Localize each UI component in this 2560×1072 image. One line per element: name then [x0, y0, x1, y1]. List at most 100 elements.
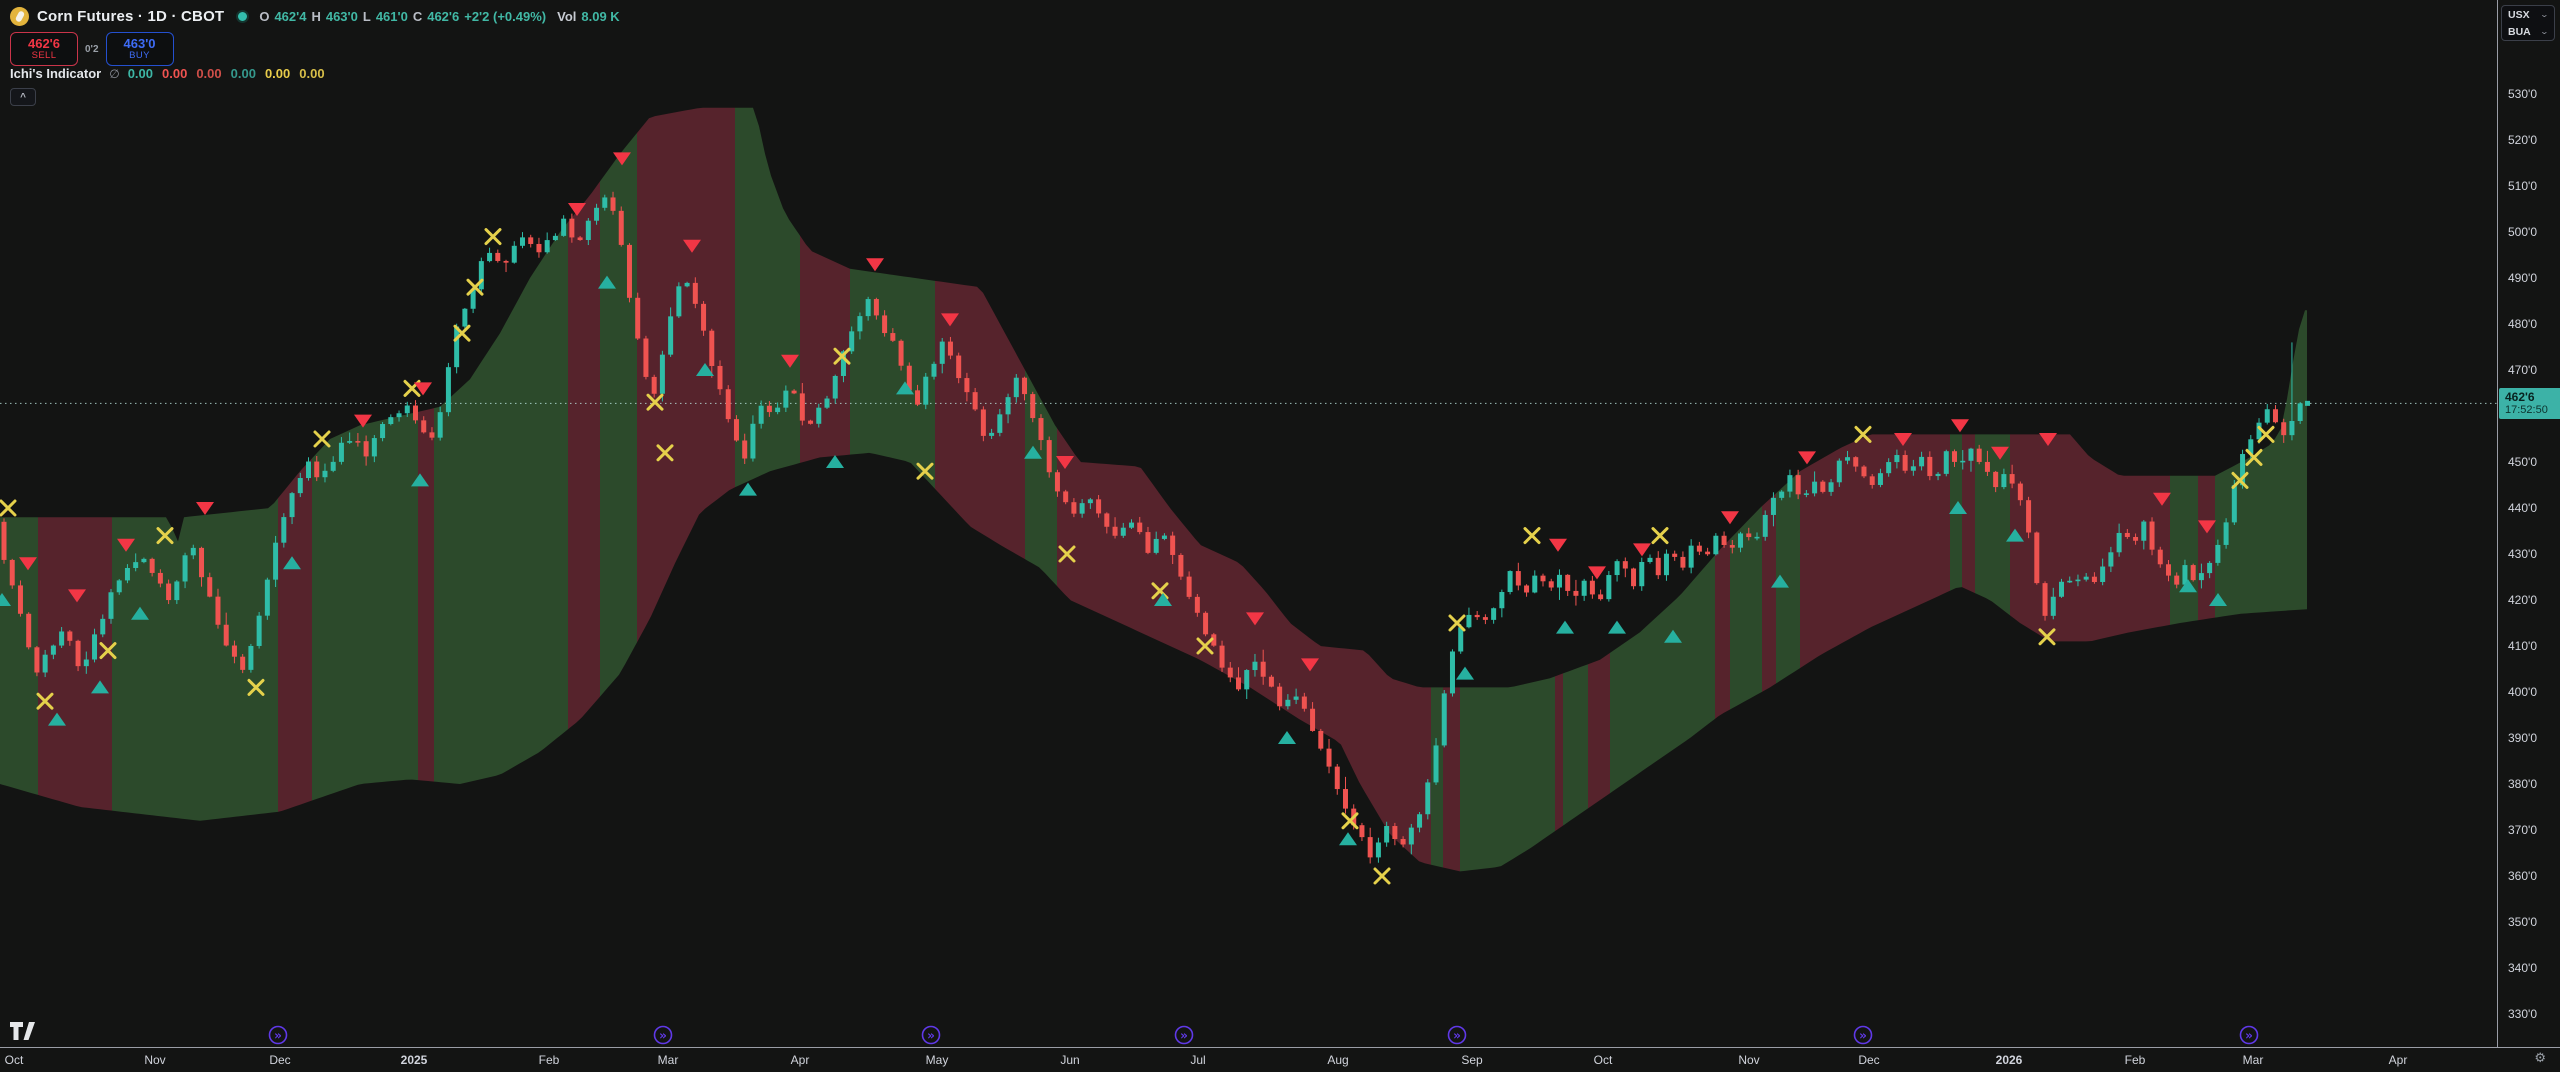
x-cross-marker [646, 393, 664, 411]
month-tick-label: Sep [1461, 1053, 1483, 1067]
buy-triangle-marker [826, 455, 844, 468]
high-label: H [311, 9, 321, 24]
buy-triangle-marker [2209, 593, 2227, 606]
buy-triangle-marker [1154, 593, 1172, 606]
corn-symbol-icon[interactable] [10, 7, 29, 26]
sell-triangle-marker [2198, 520, 2216, 534]
indicator-legend[interactable]: Ichi's Indicator ∅ 0.00 0.00 0.00 0.00 0.00 0… [10, 66, 325, 81]
buy-triangle-marker [91, 680, 109, 694]
month-tick-label: Feb [539, 1053, 560, 1067]
month-tick-label: Nov [1738, 1053, 1759, 1067]
volume-value: 8.09 K [581, 9, 620, 24]
symbol-header: Corn Futures · 1D · CBOT O 462'4 H 463'0 L… [10, 7, 620, 26]
contract-rollover-icon[interactable]: » [1447, 1025, 1467, 1045]
price-tick-label: 500'0 [2508, 225, 2537, 239]
buy-price: 463'0 [123, 36, 156, 52]
buy-triangle-marker [896, 381, 914, 395]
sell-button[interactable]: 462'6 SELL [10, 32, 78, 66]
trade-panel: 462'6 SELL 0'2 463'0 BUY [10, 32, 174, 66]
x-cross-marker [1196, 637, 1214, 655]
svg-text:»: » [1859, 1029, 1867, 1043]
market-status-icon[interactable] [236, 10, 250, 23]
buy-button[interactable]: 463'0 BUY [105, 32, 174, 66]
price-axis[interactable]: 530'0 520'0 510'0 500'0 490'0 480'0 470'0 450'0… [2508, 87, 2537, 1021]
contract-rollover-icon[interactable]: » [268, 1025, 288, 1045]
collapse-indicator-button[interactable]: ^ [10, 88, 36, 106]
sell-triangle-marker [1246, 612, 1264, 626]
price-tick-label: 430'0 [2508, 547, 2537, 561]
x-cross-marker [0, 499, 17, 517]
bid-ask-spread: 0'2 [85, 43, 99, 55]
bar-close-countdown: 17:52:50 [2505, 404, 2548, 417]
sell-triangle-marker [1798, 451, 1816, 465]
x-cross-marker [313, 430, 331, 448]
volume-label: Vol [557, 9, 577, 24]
contract-rollover-icon[interactable]: » [1174, 1025, 1194, 1045]
price-tick-label: 490'0 [2508, 271, 2537, 285]
x-cross-marker [1341, 812, 1359, 830]
x-cross-marker [2245, 448, 2263, 466]
month-tick-label: Feb [2125, 1053, 2146, 1067]
svg-text:»: » [927, 1029, 935, 1043]
contract-rollover-icon[interactable]: » [1853, 1025, 1873, 1045]
month-tick-label: Dec [269, 1053, 290, 1067]
sell-price: 462'6 [27, 36, 60, 52]
x-cross-marker [2231, 471, 2249, 489]
price-tick-label: 390'0 [2508, 731, 2537, 745]
settings-gear-icon[interactable]: ⚙ [2534, 1050, 2546, 1065]
unit-option-usx[interactable]: USX ⌄ [2502, 6, 2554, 23]
contract-rollover-icons: » » » » » » » [268, 1025, 2259, 1045]
svg-text:»: » [1180, 1029, 1188, 1043]
buy-triangle-marker [1949, 501, 1967, 514]
time-axis[interactable]: Oct Nov Dec 2025 Feb Mar Apr May Jun Jul Aug Sep Oct… [5, 1053, 2408, 1067]
buy-triangle-marker [1339, 832, 1357, 846]
buy-triangle-marker [2179, 579, 2197, 593]
chevron-down-icon: ⌄ [2539, 27, 2550, 36]
svg-text:»: » [2245, 1029, 2253, 1043]
sell-triangle-marker [1951, 419, 1969, 433]
contract-rollover-icon[interactable]: » [653, 1025, 673, 1045]
sell-triangle-marker [196, 502, 214, 515]
last-price-value: 462'6 [2505, 389, 2535, 404]
sell-triangle-marker [1991, 446, 2009, 460]
buy-triangle-marker [48, 712, 66, 726]
buy-triangle-marker [1664, 629, 1682, 643]
unit-usx-label: USX [2508, 8, 2530, 21]
x-cross-marker [916, 462, 934, 480]
month-tick-label: Apr [2389, 1053, 2408, 1067]
indicator-name: Ichi's Indicator [10, 66, 102, 81]
tradingview-logo[interactable] [9, 1021, 37, 1046]
sell-triangle-marker [19, 557, 37, 571]
month-tick-label: Apr [791, 1053, 810, 1067]
close-label: C [412, 9, 423, 24]
sell-triangle-marker [1721, 511, 1739, 525]
buy-triangle-marker [411, 473, 429, 487]
month-tick-label: Nov [144, 1053, 165, 1067]
price-tick-label: 520'0 [2508, 133, 2537, 147]
buy-triangle-marker [1608, 620, 1626, 634]
year-tick-label: 2025 [401, 1053, 428, 1067]
month-tick-label: Mar [658, 1053, 679, 1067]
sell-triangle-marker [1549, 538, 1567, 552]
price-tick-label: 360'0 [2508, 869, 2537, 883]
x-cross-marker [1058, 545, 1076, 563]
contract-rollover-icon[interactable]: » [921, 1025, 941, 1045]
indicator-values: 0.00 0.00 0.00 0.00 0.00 0.00 [128, 66, 325, 81]
high-value: 463'0 [325, 9, 358, 24]
indicator-value: 0.00 [264, 66, 291, 81]
contract-rollover-icon[interactable]: » [2239, 1025, 2259, 1045]
price-tick-label: 380'0 [2508, 777, 2537, 791]
open-label: O [259, 9, 270, 24]
buy-triangle-marker [1771, 574, 1789, 588]
price-tick-label: 410'0 [2508, 639, 2537, 653]
sell-triangle-marker [866, 258, 884, 272]
sell-triangle-marker [1633, 543, 1651, 557]
buy-triangle-marker [1456, 666, 1474, 680]
price-tick-label: 400'0 [2508, 685, 2537, 699]
symbol-title[interactable]: Corn Futures · 1D · CBOT [37, 8, 225, 25]
ohlc-readout: O 462'4 H 463'0 L 461'0 C 462'6 +2'2 (+0.49%… [259, 9, 619, 24]
last-price-label[interactable]: 462'6 17:52:50 [2499, 388, 2560, 419]
unit-option-bua[interactable]: BUA ⌄ [2502, 23, 2554, 40]
